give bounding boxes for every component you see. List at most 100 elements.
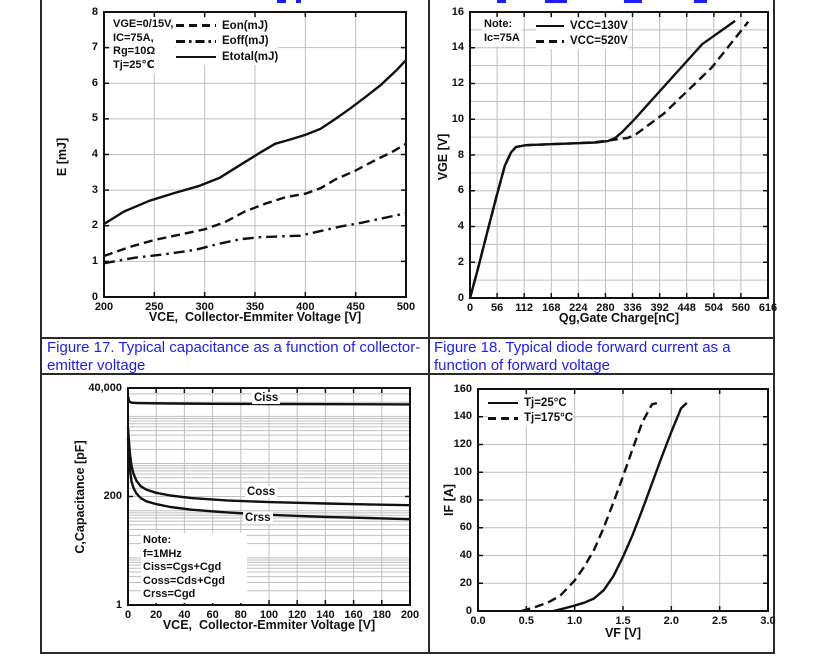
y-tick-label: 4 [457,220,464,232]
cropped-caption-fragment [296,0,301,3]
x-tick-label: 250 [145,301,164,313]
y-tick-label: 8 [91,5,98,18]
figure-18-caption: Figure 18. Typical diode forward current… [434,339,731,374]
curve-tj-25-c [553,402,688,613]
x-tick-label: 560 [731,302,751,314]
y-tick-label: 14 [451,41,464,54]
x-tick-label: 60 [206,609,219,621]
chart1-x-axis-title: VCE, Collector-Emmiter Voltage [V] [148,310,362,324]
y-tick-label: 5 [91,112,98,125]
y-tick-label: 12 [451,77,464,89]
dashed-line-sample-icon [488,416,518,420]
legend-item: Eon(mJ) [176,18,278,34]
x-tick-label: 448 [677,302,696,314]
note-line: IC=75A, [113,31,154,44]
note-line: VGE=0/15V, [113,18,174,30]
curve-coss [126,427,411,507]
x-tick-label: 100 [259,609,279,621]
table-border-bottom [40,652,775,654]
y-tick-label: 40,000 [88,381,122,394]
note-line: Ic=75A [484,31,520,44]
y-tick-label: 16 [451,5,464,18]
curve-eoff-mj- [103,212,407,265]
chart2-legend: VCC=130V VCC=520V [536,18,628,49]
x-tick-label: 450 [346,301,365,313]
x-tick-label: 350 [245,301,265,313]
cropped-caption-fragment [545,0,567,3]
x-tick-label: 1.0 [567,615,583,627]
x-tick-label: 616 [758,302,778,314]
x-tick-label: 336 [623,302,642,314]
x-tick-label: 80 [234,609,247,621]
chart1-legend: Eon(mJ) Eoff(mJ) Etotal(mJ) [176,18,279,65]
curve-vcc-130v [468,19,736,299]
solid-line-sample-icon [176,55,216,58]
curve-etotal-mj- [103,59,407,226]
dashed-line-sample-icon [536,39,564,43]
y-tick-label: 10 [451,112,464,125]
x-tick-label: 0 [466,302,474,314]
crss-curve-label: Crss [243,512,273,524]
table-border-left [40,0,42,654]
dashdot-line-sample-icon [176,39,216,43]
chart2-note: Note: Ic=75A [482,17,522,46]
legend-label: Eon(mJ) [222,19,268,32]
y-tick-label: 0 [457,291,464,304]
chart4-x-axis-title: VF [V] [604,626,642,640]
y-tick-label: 160 [453,382,472,395]
x-tick-label: 140 [316,609,335,621]
x-tick-label: 112 [515,302,534,314]
x-tick-label: 500 [396,301,416,313]
x-tick-label: 40 [178,609,191,621]
cropped-caption-fragment [497,0,506,3]
chart3-note: Note: f=1MHz Ciss=Cgs+Cgd Coss=Cds+Cgd Crss=… [141,533,247,603]
curve-vcc-520v [468,21,750,299]
x-tick-label: 2.5 [712,615,728,627]
x-tick-label: 0.0 [470,615,486,627]
note-line: Note: [143,534,172,546]
note-line: Tj=25℃ [113,58,155,71]
y-tick-label: 6 [91,76,98,89]
dashed-line-sample-icon [176,24,216,28]
y-tick-label: 2 [91,219,98,232]
chart1-conditions-note: VGE=0/15V, IC=75A, Rg=10Ω Tj=25℃ [111,17,176,73]
y-tick-label: 3 [91,183,98,196]
legend-label: VCC=130V [570,19,628,32]
x-tick-label: 200 [400,609,420,621]
y-tick-label: 8 [457,148,464,161]
note-line: f=1MHz [143,547,182,560]
y-tick-label: 7 [91,41,98,54]
x-tick-label: 400 [296,301,315,313]
note-line: Rg=10Ω [113,45,156,57]
y-tick-label: 40 [459,549,472,561]
legend-item: Tj=175°C [488,411,573,427]
x-tick-label: 20 [150,609,163,621]
ciss-curve-label: Ciss [252,392,281,404]
x-tick-label: 168 [542,302,561,314]
cropped-caption-fragment [277,0,286,3]
x-tick-label: 0 [124,609,132,621]
x-tick-label: 56 [490,302,504,314]
legend-item: VCC=520V [536,34,628,50]
cropped-caption-fragment [624,0,642,3]
chart4-legend: Tj=25°C Tj=175°C [488,395,574,427]
x-tick-label: 504 [704,302,723,314]
legend-label: Etotal(mJ) [222,50,279,63]
x-tick-label: 392 [650,302,669,314]
x-tick-label: 1.5 [615,615,631,627]
note-line: Ciss=Cgs+Cgd [143,561,222,573]
y-tick-label: 140 [453,410,472,423]
x-tick-label: 2.0 [663,615,679,627]
figure-17-caption: Figure 17. Typical capacitance as a func… [47,339,421,374]
y-tick-label: 20 [459,576,472,589]
legend-label: Eoff(mJ) [222,35,269,48]
table-border-right [773,0,775,654]
x-tick-label: 224 [569,302,588,314]
x-tick-label: 280 [596,302,615,314]
y-tick-label: 100 [453,465,472,478]
legend-item: Eoff(mJ) [176,34,278,50]
solid-line-sample-icon [488,401,518,404]
y-tick-label: 0 [91,290,98,303]
